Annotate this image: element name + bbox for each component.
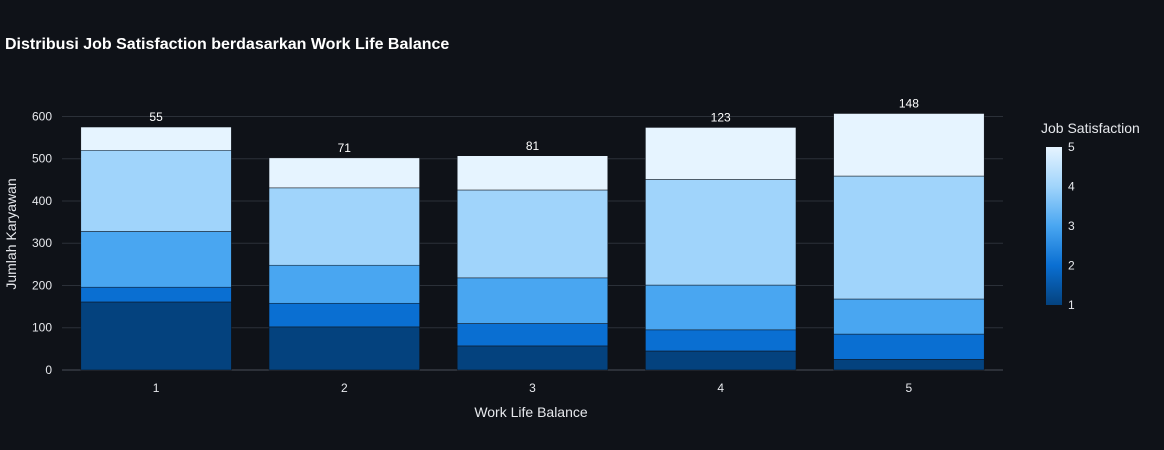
bar-segment-wlb1-js1 <box>80 301 232 371</box>
bar-segment-wlb2-js1 <box>268 326 420 371</box>
colorbar-tick-label: 2 <box>1068 259 1075 273</box>
bar-segment-wlb5-js5 <box>833 113 985 177</box>
x-tick-label: 5 <box>906 381 913 395</box>
y-tick-label: 200 <box>32 278 52 292</box>
y-tick-label: 0 <box>45 363 52 377</box>
y-tick-label: 500 <box>32 152 52 166</box>
x-axis: 1 2 3 4 5 <box>153 381 913 395</box>
colorbar-tick-label: 5 <box>1068 140 1075 154</box>
bar-segment-wlb1-js4 <box>80 150 232 232</box>
x-axis-title: Work Life Balance <box>474 404 588 420</box>
bar-segment-wlb4-js5 <box>645 127 797 180</box>
x-tick-label: 4 <box>717 381 724 395</box>
bar-segment-wlb4-js2 <box>645 329 797 352</box>
colorbar-legend: Job Satisfaction 1 2 3 4 5 <box>1041 120 1140 312</box>
y-axis-title: Jumlah Karyawan <box>3 178 19 289</box>
colorbar-title: Job Satisfaction <box>1041 120 1140 136</box>
bar-segment-wlb2-js4 <box>268 187 420 266</box>
bar-top-label: 55 <box>149 110 163 124</box>
bar-segment-wlb4-js3 <box>645 284 797 331</box>
x-tick-label: 1 <box>153 381 160 395</box>
bar-segment-wlb3-js2 <box>456 323 609 347</box>
y-tick-label: 100 <box>32 321 52 335</box>
bar-top-label: 123 <box>711 110 731 124</box>
bar-segment-wlb2-js5 <box>268 157 420 189</box>
colorbar-gradient <box>1046 147 1062 305</box>
bar-segment-wlb5-js2 <box>833 333 985 360</box>
bar-segment-wlb4-js4 <box>645 179 797 286</box>
bars <box>80 113 985 371</box>
colorbar-tick-label: 1 <box>1068 298 1075 312</box>
bar-segment-wlb1-js5 <box>80 126 232 151</box>
bar-top-label: 81 <box>526 139 540 153</box>
y-tick-label: 300 <box>32 236 52 250</box>
bar-segment-wlb1-js3 <box>80 231 232 288</box>
x-tick-label: 3 <box>529 381 536 395</box>
chart-title: Distribusi Job Satisfaction berdasarkan … <box>5 36 450 53</box>
bar-segment-wlb5-js1 <box>833 359 985 371</box>
bar-segment-wlb3-js5 <box>456 155 609 191</box>
bar-segment-wlb2-js2 <box>268 302 420 328</box>
bar-segment-wlb5-js3 <box>833 298 985 335</box>
bar-segment-wlb3-js3 <box>456 277 609 324</box>
bar-top-label: 71 <box>338 141 352 155</box>
data-labels: 55 71 81 123 148 <box>149 96 919 154</box>
colorbar-tick-label: 4 <box>1068 180 1075 194</box>
y-tick-label: 600 <box>32 109 52 123</box>
bar-segment-wlb4-js1 <box>645 350 797 371</box>
x-tick-label: 2 <box>341 381 348 395</box>
y-axis: 0 100 200 300 400 500 600 <box>32 109 52 377</box>
bar-top-label: 148 <box>899 96 919 110</box>
bar-segment-wlb5-js4 <box>833 175 985 300</box>
colorbar-tick-label: 3 <box>1068 219 1075 233</box>
y-tick-label: 400 <box>32 194 52 208</box>
bar-segment-wlb3-js1 <box>456 345 609 371</box>
bar-segment-wlb1-js2 <box>80 286 232 303</box>
bar-segment-wlb3-js4 <box>456 189 609 279</box>
bar-segment-wlb2-js3 <box>268 264 420 304</box>
